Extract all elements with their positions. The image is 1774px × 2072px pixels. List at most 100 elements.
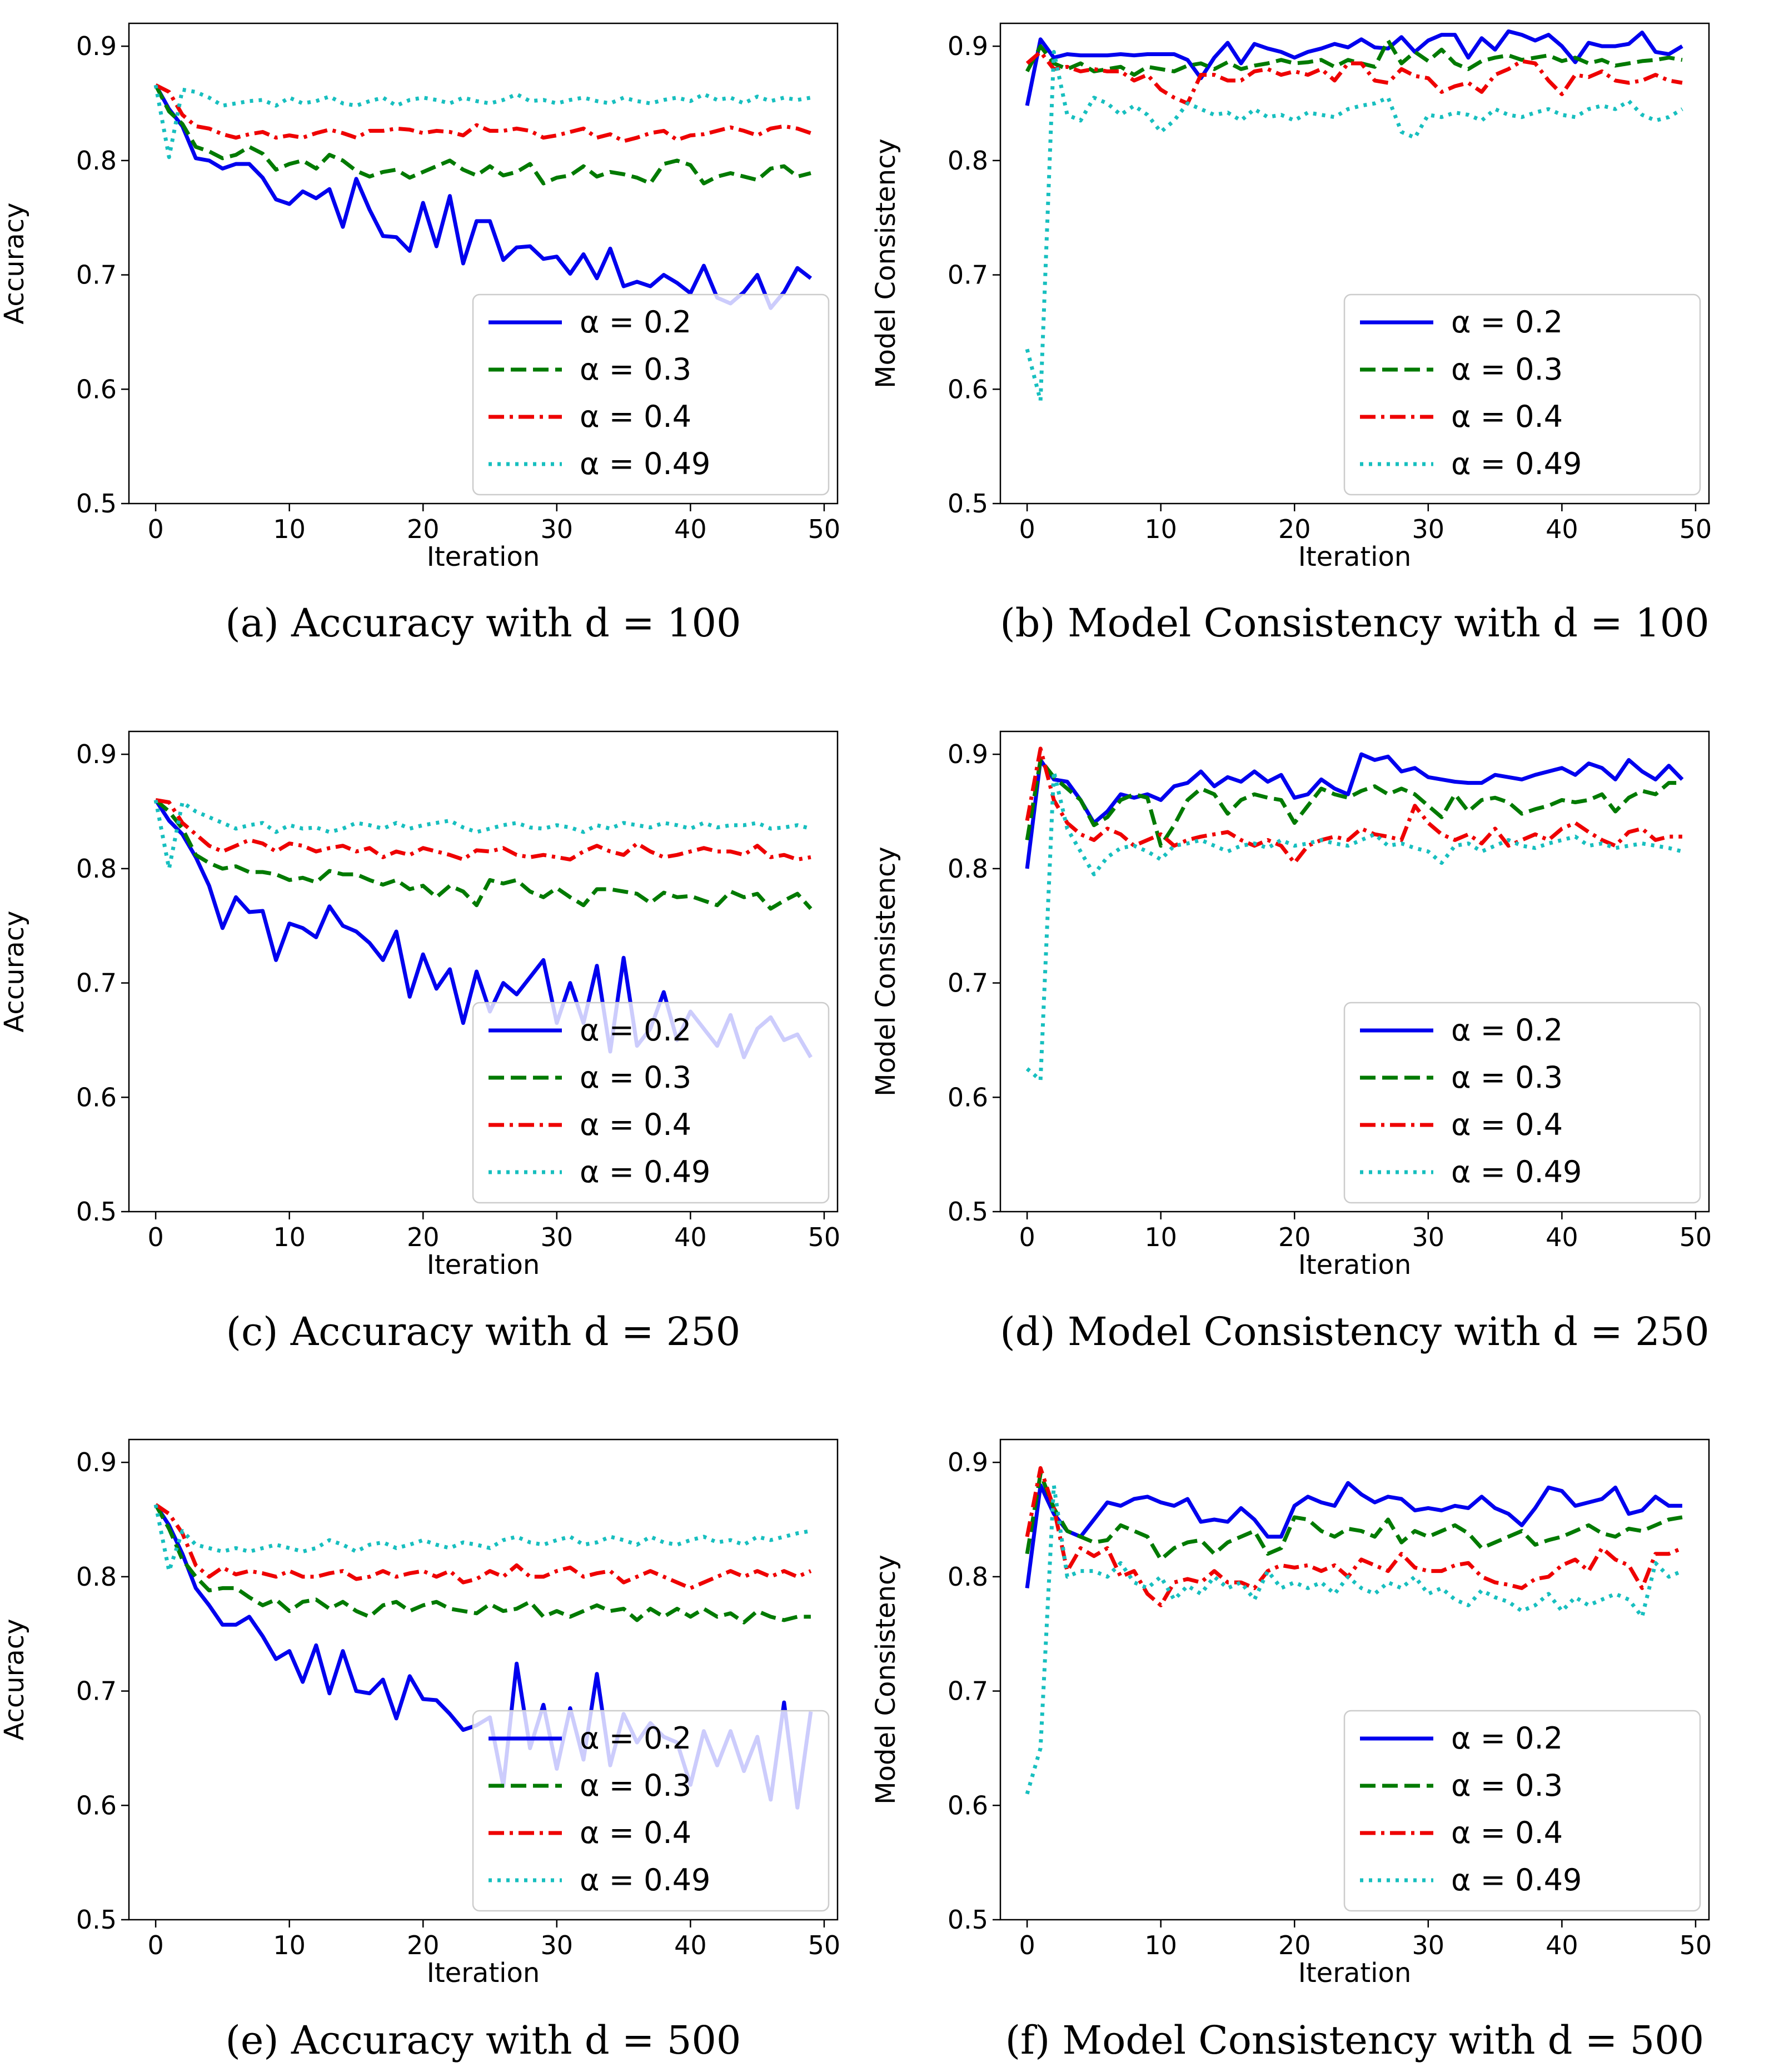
series-group — [1025, 746, 1684, 1082]
legend-label: α = 0.49 — [1451, 446, 1582, 481]
series-line — [155, 83, 812, 143]
chart-f: 0.5 0.6 0.7 0.8 0.9 0 10 20 30 40 50 Iteration Model… — [870, 1438, 1712, 2063]
legend: α = 0.2 α = 0.3 α = 0.4 α = 0.49 — [472, 1710, 830, 1912]
chart-b: 0.5 0.6 0.7 0.8 0.9 0 10 20 30 40 50 Iteration Model… — [870, 22, 1712, 646]
x-tick-label: 50 — [808, 514, 841, 544]
legend-label: α = 0.2 — [1451, 1013, 1563, 1048]
chart-caption: (a) Accuracy with d = 100 — [225, 600, 741, 646]
x-tick-label: 20 — [1278, 514, 1311, 544]
legend-label: α = 0.3 — [580, 1768, 691, 1803]
y-axis-label: Accuracy — [0, 1618, 30, 1740]
legend-label: α = 0.2 — [1451, 1721, 1563, 1756]
y-tick-label: 0.7 — [76, 968, 117, 998]
series-line — [155, 798, 811, 861]
x-tick-label: 40 — [674, 514, 707, 544]
chart-caption: (c) Accuracy with d = 250 — [226, 1309, 741, 1354]
legend-label: α = 0.3 — [1451, 1768, 1563, 1803]
x-tick-label: 0 — [147, 1930, 163, 1960]
x-tick-label: 50 — [808, 1222, 841, 1252]
legend: α = 0.2 α = 0.3 α = 0.4 α = 0.49 — [472, 293, 830, 496]
x-tick-label: 0 — [1019, 514, 1035, 544]
legend-label: α = 0.2 — [580, 1013, 691, 1048]
series-group — [153, 83, 813, 310]
x-tick-label: 20 — [407, 1930, 440, 1960]
x-tick-label: 40 — [1546, 1222, 1578, 1252]
series-line — [1025, 49, 1683, 403]
x-tick-label: 40 — [1546, 1930, 1578, 1960]
series-line — [1025, 769, 1683, 1082]
x-tick-label: 10 — [1144, 1222, 1177, 1252]
y-tick-label: 0.7 — [76, 260, 117, 290]
x-tick-label: 0 — [147, 514, 163, 544]
series-line — [1025, 38, 1683, 77]
x-axis-label: Iteration — [1298, 1958, 1412, 1989]
plot-frame — [999, 730, 1710, 1213]
y-tick-label: 0.8 — [948, 854, 988, 884]
x-tick-label: 0 — [1019, 1222, 1035, 1252]
y-tick-label: 0.6 — [76, 1790, 117, 1820]
x-axis-label: Iteration — [427, 1958, 540, 1989]
legend-label: α = 0.4 — [1451, 1107, 1563, 1142]
legend-label: α = 0.2 — [1451, 305, 1563, 340]
legend-label: α = 0.49 — [580, 446, 710, 481]
series-line — [1025, 1483, 1683, 1795]
series-line — [1025, 29, 1683, 106]
y-axis-label: Accuracy — [0, 202, 30, 324]
y-tick-label: 0.5 — [948, 1905, 988, 1935]
x-tick-label: 30 — [1412, 1930, 1445, 1960]
y-axis-label: Model Consistency — [870, 138, 901, 388]
y-tick-label: 0.5 — [76, 1197, 117, 1227]
chart-caption: (f) Model Consistency with d = 500 — [1005, 2018, 1704, 2063]
legend-box — [472, 1002, 830, 1204]
x-tick-label: 40 — [1546, 514, 1578, 544]
legend-label: α = 0.2 — [580, 1721, 691, 1756]
legend-label: α = 0.3 — [1451, 1060, 1563, 1095]
x-tick-label: 40 — [674, 1930, 707, 1960]
series-line — [154, 1503, 811, 1625]
y-tick-label: 0.9 — [948, 739, 988, 769]
x-tick-label: 20 — [1278, 1222, 1311, 1252]
y-tick-label: 0.9 — [948, 31, 988, 61]
legend-label: α = 0.49 — [580, 1154, 710, 1189]
chart-e: 0.5 0.6 0.7 0.8 0.9 0 10 20 30 40 50 Iteration Accur… — [0, 1438, 841, 2063]
legend: α = 0.2 α = 0.3 α = 0.4 α = 0.49 — [472, 1002, 830, 1204]
legend-box — [472, 1710, 830, 1912]
legend: α = 0.2 α = 0.3 α = 0.4 α = 0.49 — [1343, 1710, 1701, 1912]
y-axis-label: Model Consistency — [870, 846, 901, 1097]
y-tick-label: 0.5 — [76, 1905, 117, 1935]
x-tick-label: 10 — [1144, 1930, 1177, 1960]
plot-frame — [128, 22, 839, 505]
y-tick-label: 0.7 — [76, 1676, 117, 1706]
x-tick-label: 20 — [407, 1222, 440, 1252]
y-axis-label: Accuracy — [0, 910, 30, 1032]
y-tick-label: 0.8 — [76, 146, 117, 176]
series-line — [153, 84, 811, 186]
y-tick-label: 0.8 — [948, 1562, 988, 1592]
legend-label: α = 0.3 — [580, 1060, 691, 1095]
y-tick-label: 0.8 — [948, 146, 988, 176]
y-tick-label: 0.6 — [948, 374, 988, 404]
y-axis-label: Model Consistency — [870, 1555, 901, 1805]
y-tick-label: 0.9 — [76, 1447, 117, 1477]
y-tick-label: 0.6 — [948, 1790, 988, 1820]
x-tick-label: 50 — [808, 1930, 841, 1960]
x-tick-label: 0 — [1019, 1930, 1035, 1960]
series-line — [154, 798, 813, 911]
chart-a: 0.5 0.6 0.7 0.8 0.9 0 10 20 30 40 50 Iteration Accur… — [0, 22, 841, 646]
legend: α = 0.2 α = 0.3 α = 0.4 α = 0.49 — [1343, 1002, 1701, 1204]
series-line — [1025, 1481, 1682, 1588]
series-line — [1025, 746, 1682, 865]
legend-label: α = 0.49 — [1451, 1154, 1582, 1189]
legend-label: α = 0.4 — [1451, 399, 1563, 434]
chart-caption: (e) Accuracy with d = 500 — [226, 2018, 741, 2063]
x-tick-label: 50 — [1680, 1930, 1712, 1960]
legend-label: α = 0.2 — [580, 305, 691, 340]
x-tick-label: 30 — [1412, 514, 1445, 544]
x-tick-label: 10 — [273, 1930, 306, 1960]
chart-caption: (b) Model Consistency with d = 100 — [1000, 600, 1709, 646]
chart-caption: (d) Model Consistency with d = 250 — [1000, 1309, 1709, 1354]
y-tick-label: 0.5 — [76, 489, 117, 519]
y-tick-label: 0.8 — [76, 854, 117, 884]
series-line — [155, 1503, 812, 1590]
